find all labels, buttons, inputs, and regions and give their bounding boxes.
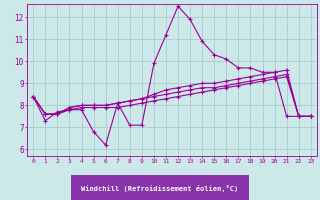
Text: Windchill (Refroidissement éolien,°C): Windchill (Refroidissement éolien,°C)	[81, 185, 239, 192]
